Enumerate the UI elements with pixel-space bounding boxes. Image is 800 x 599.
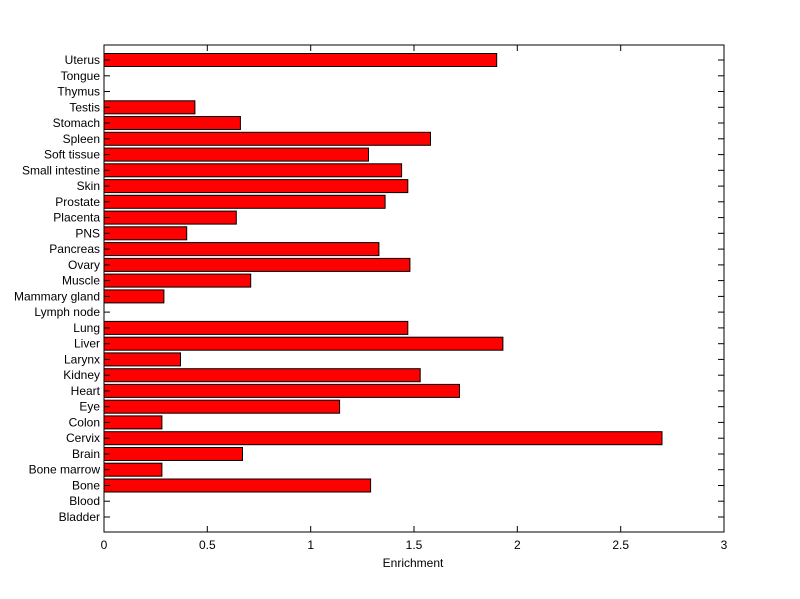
bar-skin [103,179,409,194]
category-label-uterus: Uterus [65,53,100,67]
bar-kidney [103,368,421,383]
bar-muscle [103,273,252,288]
x-tick-label-0-5: 0.5 [199,538,216,552]
category-label-larynx: Larynx [64,352,100,366]
bar-pns [103,226,188,241]
x-tick-label-group: 0 0.5 1 1.5 2 2.5 3 [101,538,728,552]
bar-eye [103,399,341,414]
bar-pancreas [103,242,380,257]
category-label-lymph-node: Lymph node [34,305,100,319]
bar-soft-tissue [103,147,369,162]
category-label-ovary: Ovary [68,258,100,272]
category-label-placenta: Placenta [53,211,100,225]
x-tick-label-0: 0 [101,538,108,552]
category-label-soft-tissue: Soft tissue [44,148,100,162]
category-label-testis: Testis [69,100,100,114]
bar-cervix [103,431,663,446]
category-label-stomach: Stomach [53,116,100,130]
bar-stomach [103,116,241,130]
bar-colon [103,415,163,430]
category-label-bone-marrow: Bone marrow [29,463,101,477]
bar-placenta [103,210,237,225]
x-tick-label-3: 3 [721,538,728,552]
category-label-liver: Liver [74,337,100,351]
category-label-prostate: Prostate [55,195,100,209]
category-label-kidney: Kidney [63,368,100,382]
x-axis-label: Enrichment [383,556,444,570]
x-tick-label-1: 1 [307,538,314,552]
category-label-muscle: Muscle [62,274,100,288]
x-tick-label-2: 2 [514,538,521,552]
category-label-lung: Lung [73,321,100,335]
plot-area-frame [103,44,725,533]
x-tick-label-1-5: 1.5 [406,538,423,552]
category-label-mammary-gland: Mammary gland [14,289,100,303]
category-label-spleen: Spleen [63,132,100,146]
x-tick-label-2-5: 2.5 [612,538,629,552]
category-label-colon: Colon [69,415,100,429]
category-label-thymus: Thymus [57,85,100,99]
bar-bone [103,478,372,493]
category-label-pns: PNS [75,226,100,240]
bar-ovary [103,257,411,272]
bar-brain [103,447,243,461]
category-label-bone: Bone [72,479,100,493]
bar-lung [103,320,409,335]
bar-bone-marrow [103,462,163,477]
bar-larynx [103,352,181,367]
category-label-cervix: Cervix [66,431,100,445]
category-label-heart: Heart [71,384,101,398]
category-label-pancreas: Pancreas [49,242,100,256]
bar-testis [103,100,196,115]
category-label-bladder: Bladder [59,510,100,524]
category-label-blood: Blood [69,494,100,508]
category-label-eye: Eye [79,400,100,414]
category-label-tongue: Tongue [61,69,101,83]
category-label-small-intestine: Small intestine [22,163,100,177]
tick-group [103,45,725,532]
bar-heart [103,383,460,398]
category-label-skin: Skin [77,179,100,193]
bar-liver [103,336,504,351]
bar-mammary-gland [103,289,165,304]
category-label-brain: Brain [72,447,100,461]
bar-small-intestine [103,163,403,178]
bar-prostate [103,194,386,209]
bar-spleen [103,131,431,146]
bar-uterus [103,53,498,67]
